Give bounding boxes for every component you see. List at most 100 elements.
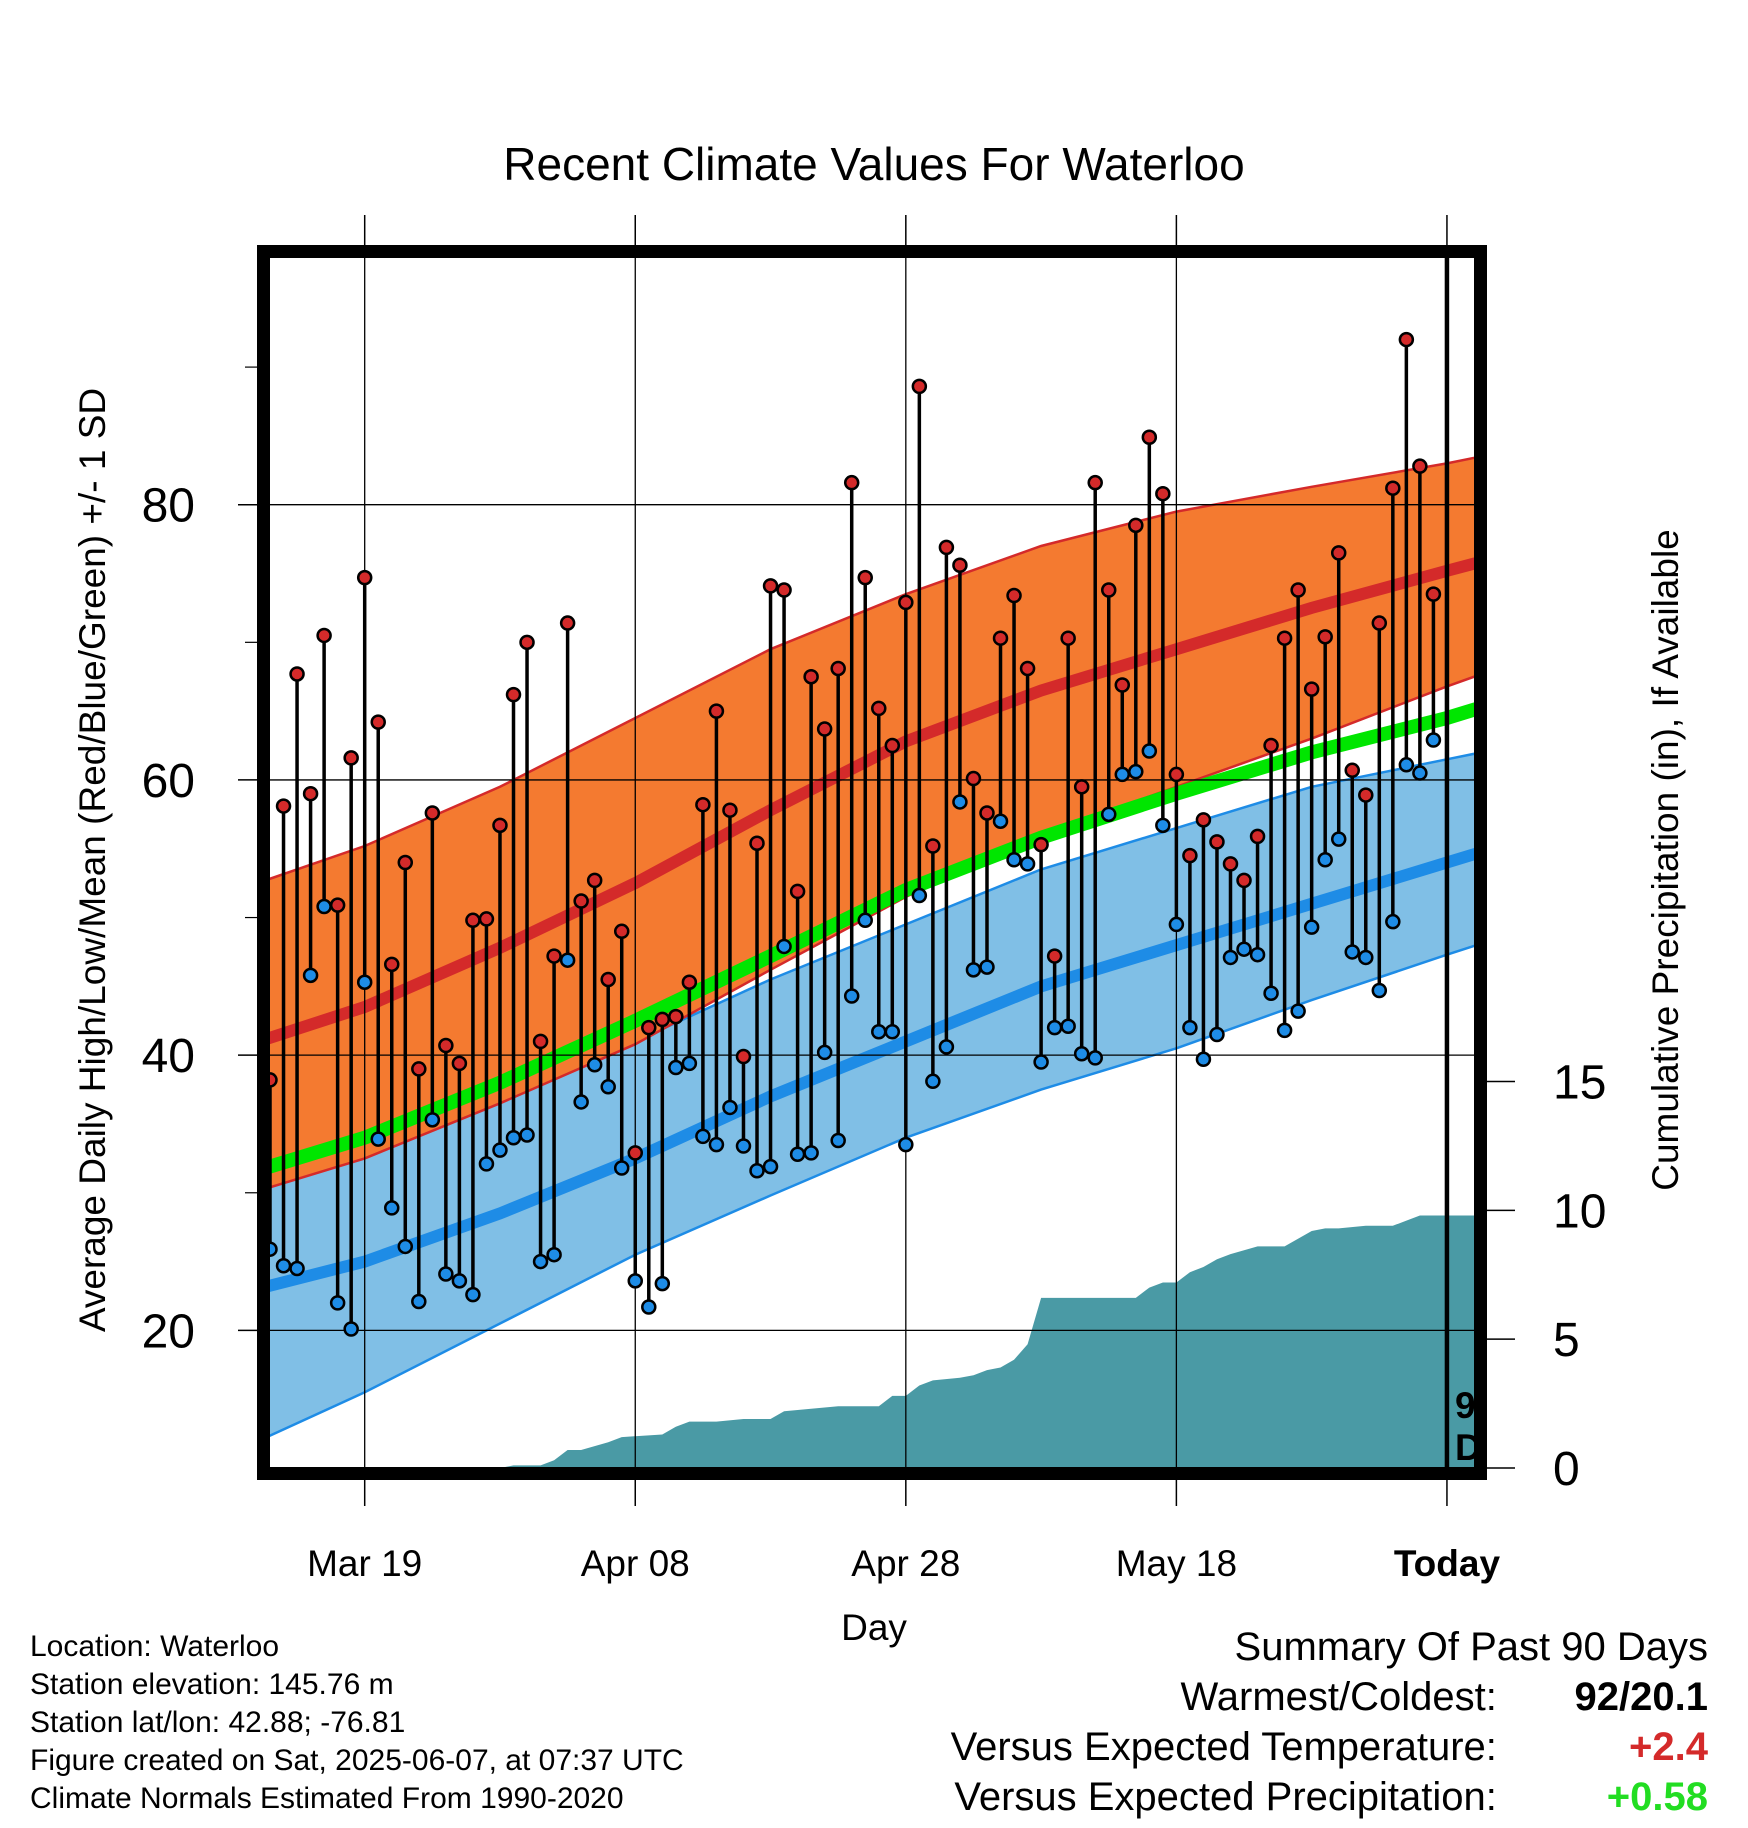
daily-low-point xyxy=(1060,1018,1076,1035)
daily-high-point xyxy=(1100,582,1117,598)
daily-high-point xyxy=(803,668,819,685)
temp-value: +2.4 xyxy=(1629,1725,1708,1769)
y2-tick-label: 5 xyxy=(1553,1314,1580,1367)
daily-high-point xyxy=(438,1037,454,1054)
daily-high-point xyxy=(1276,630,1293,646)
created-text: Figure created on Sat, 2025-06-07, at 07… xyxy=(30,1744,684,1777)
daily-low-point xyxy=(1344,944,1360,960)
daily-low-point xyxy=(816,1044,833,1061)
daily-low-point xyxy=(925,1073,941,1090)
summary-title: Summary Of Past 90 Days xyxy=(1234,1625,1708,1669)
daily-high-point xyxy=(384,956,400,973)
daily-low-point xyxy=(884,1024,901,1040)
y2-tick-label: 0 xyxy=(1553,1443,1580,1496)
daily-low-point xyxy=(843,988,860,1004)
daily-high-point xyxy=(1317,629,1333,645)
daily-high-point xyxy=(316,627,332,644)
daily-high-point xyxy=(1114,677,1131,693)
daily-low-point xyxy=(762,1158,779,1175)
daily-high-point xyxy=(911,378,928,395)
daily-low-point xyxy=(857,912,873,929)
daily-low-point xyxy=(911,887,928,904)
daily-low-point xyxy=(270,1241,278,1257)
elevation-text: Station elevation: 145.76 m xyxy=(30,1668,394,1701)
daily-low-point xyxy=(600,1079,616,1095)
temp-label: Versus Expected Temperature: xyxy=(950,1725,1497,1769)
daily-high-point xyxy=(492,817,508,834)
daily-high-point xyxy=(559,615,576,631)
daily-low-point xyxy=(532,1253,549,1270)
daily-low-point xyxy=(370,1131,386,1147)
daily-low-point xyxy=(302,967,319,984)
daily-high-point xyxy=(1155,485,1171,502)
daily-high-point xyxy=(708,703,725,719)
y-tick-label: 40 xyxy=(142,1030,195,1083)
x-tick-label: Apr 28 xyxy=(851,1543,960,1584)
daily-high-point xyxy=(356,569,373,586)
daily-low-point xyxy=(749,1163,765,1179)
daily-high-point xyxy=(1141,429,1158,446)
daily-low-point xyxy=(1371,982,1388,999)
daily-low-point xyxy=(1168,916,1185,933)
daily-high-point xyxy=(532,1033,549,1050)
plot-frame xyxy=(257,245,1487,1480)
x-tick-label: Today xyxy=(1394,1543,1501,1584)
daily-high-point xyxy=(979,805,995,821)
daily-low-point xyxy=(965,962,982,978)
plot-area: 90 Days 20 40 60 80 0 5 10 15 Mar 19 Apr 08 Apr 28 Ma… xyxy=(142,215,1606,1584)
daily-high-point xyxy=(424,805,441,821)
daily-low-point xyxy=(289,1260,305,1277)
x-tick-label: Apr 08 xyxy=(581,1543,690,1584)
daily-high-point xyxy=(884,737,901,754)
daily-low-point xyxy=(992,813,1009,829)
daily-low-point xyxy=(1046,1019,1063,1036)
precip-label: Versus Expected Precipitation: xyxy=(954,1775,1497,1819)
daily-low-point xyxy=(641,1299,657,1315)
station-info: Location: Waterloo Station elevation: 14… xyxy=(30,1628,684,1818)
daily-low-point xyxy=(654,1275,671,1292)
daily-low-point xyxy=(223,1262,236,1275)
summary-warm-cold: Warmest/Coldest: 92/20.1 xyxy=(951,1672,1709,1722)
daily-low-point xyxy=(722,1099,738,1116)
daily-high-point xyxy=(1385,480,1401,496)
daily-high-point xyxy=(627,1145,644,1161)
daily-high-point xyxy=(1263,737,1279,754)
today-period-label-line: Days xyxy=(1455,1427,1543,1468)
daily-low-point xyxy=(356,974,373,990)
plot-inner: 90 Days xyxy=(223,257,1543,1468)
daily-low-point xyxy=(1249,946,1266,963)
daily-high-point xyxy=(1330,545,1347,561)
location-text: Location: Waterloo xyxy=(30,1630,280,1663)
daily-low-point xyxy=(1073,1046,1090,1062)
daily-low-point xyxy=(329,1295,346,1311)
warm-cold-value: 92/20.1 xyxy=(1574,1675,1708,1719)
today-period-label: 90 Days xyxy=(1455,1385,1543,1468)
y-tick-label: 60 xyxy=(142,755,195,808)
summary-precip: Versus Expected Precipitation: +0.58 xyxy=(951,1772,1708,1822)
daily-high-point xyxy=(289,666,305,682)
daily-high-point xyxy=(600,971,616,988)
daily-low-point xyxy=(397,1238,414,1255)
daily-high-point xyxy=(1398,331,1415,348)
daily-high-point xyxy=(1249,828,1266,845)
daily-low-point xyxy=(1209,1026,1225,1043)
x-tick-label: Mar 19 xyxy=(307,1543,422,1584)
daily-high-point xyxy=(236,784,249,797)
daily-low-point xyxy=(1276,1022,1293,1039)
summary-temp: Versus Expected Temperature: +2.4 xyxy=(951,1722,1708,1772)
daily-low-point xyxy=(979,959,995,975)
daily-high-point xyxy=(1087,474,1103,491)
daily-low-point xyxy=(1182,1019,1198,1036)
daily-high-point xyxy=(329,897,346,913)
daily-high-point xyxy=(1019,660,1036,677)
daily-high-point xyxy=(302,785,319,802)
daily-high-point xyxy=(505,686,522,703)
daily-high-point xyxy=(843,474,860,491)
daily-low-point xyxy=(952,794,968,810)
daily-low-point xyxy=(411,1293,427,1310)
daily-low-point xyxy=(1100,806,1117,823)
daily-low-point xyxy=(519,1127,535,1143)
daily-low-point xyxy=(1114,766,1131,783)
latlon-text: Station lat/lon: 42.88; -76.81 xyxy=(30,1706,406,1739)
